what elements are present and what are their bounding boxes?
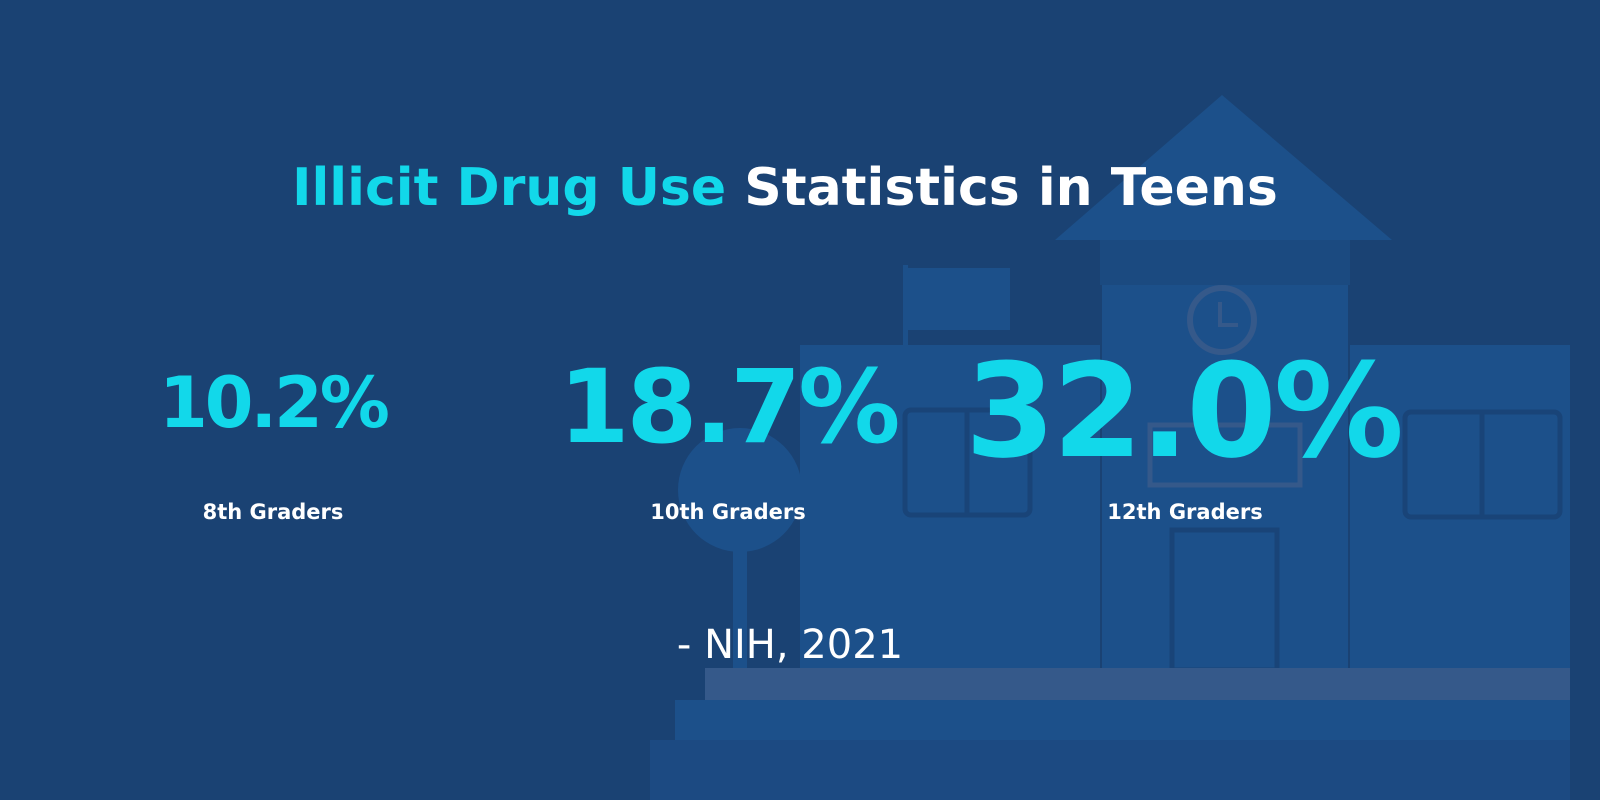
stat-label-10th: 10th Graders — [650, 500, 806, 524]
stat-value-12th: 32.0% — [964, 335, 1404, 487]
school-right-wing — [1350, 345, 1570, 670]
school-steps — [705, 668, 1570, 700]
page-title: Illicit Drug Use Statistics in Teens — [0, 158, 1570, 218]
flag-icon — [908, 268, 1010, 330]
title-rest: Statistics in Teens — [744, 158, 1278, 218]
source-citation: - NIH, 2021 — [676, 622, 904, 668]
stat-value-10th: 18.7% — [558, 348, 901, 467]
clock-icon — [1187, 285, 1257, 355]
title-highlight: Illicit Drug Use — [292, 158, 727, 218]
stat-value-8th: 10.2% — [159, 362, 390, 444]
school-left-wing — [800, 345, 1100, 670]
stat-label-8th: 8th Graders — [202, 500, 344, 524]
stat-label-12th: 12th Graders — [1107, 500, 1263, 524]
school-roof — [1055, 95, 1392, 240]
tree-icon — [678, 428, 802, 552]
